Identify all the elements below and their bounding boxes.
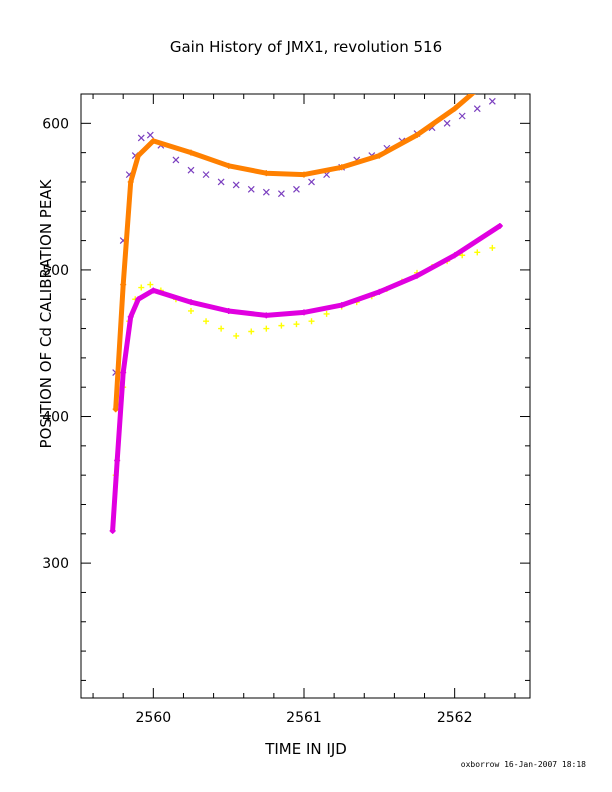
data-point (413, 272, 420, 279)
data-point (488, 97, 496, 105)
data-point (338, 302, 345, 309)
data-point (293, 185, 300, 193)
data-point (443, 119, 451, 127)
data-point (127, 313, 134, 320)
data-point (451, 252, 458, 259)
data-point (262, 188, 270, 196)
data-point (489, 73, 495, 79)
data-point (172, 156, 180, 164)
x-tick-label: 2562 (437, 710, 473, 726)
data-point (137, 134, 145, 142)
data-point (277, 190, 285, 198)
axis-ticks (81, 93, 530, 698)
data-point (233, 332, 240, 339)
data-point (218, 325, 225, 332)
x-tick-label: 2560 (136, 710, 172, 726)
y-tick-label: 500 (42, 263, 69, 279)
data-point (187, 166, 195, 174)
chart-title: Gain History of JMX1, revolution 516 (169, 38, 443, 56)
data-point (376, 288, 383, 295)
data-point (232, 181, 240, 189)
x-tick-label: 2561 (286, 710, 322, 726)
series-3 (109, 222, 503, 534)
data-point (138, 284, 145, 291)
data-point (489, 244, 496, 251)
data-point (217, 178, 225, 186)
plot-border (80, 93, 531, 699)
y-tick-label: 300 (42, 556, 69, 572)
data-point (473, 105, 481, 113)
data-point (114, 457, 121, 464)
data-point (112, 406, 119, 413)
series-0 (112, 97, 496, 376)
data-point (135, 152, 142, 159)
data-point (248, 328, 255, 335)
data-point (127, 178, 134, 185)
data-point (150, 287, 157, 294)
x-axis-label: TIME IN IJD (265, 740, 347, 758)
data-point (146, 131, 154, 139)
footer-credit: oxborrow 16-Jan-2007 18:18 (460, 760, 586, 769)
data-point (300, 309, 307, 316)
data-point (225, 162, 232, 169)
data-point (458, 112, 466, 120)
data-point (451, 105, 458, 112)
data-point (308, 178, 315, 186)
series-layer (109, 73, 503, 534)
fit-curve (110, 223, 503, 534)
data-point (135, 296, 142, 303)
data-point (496, 222, 503, 229)
data-point (225, 307, 232, 314)
series-1 (112, 244, 496, 479)
data-point (413, 132, 420, 139)
data-point (263, 325, 270, 332)
data-point (308, 318, 315, 325)
axis-tick-labels: 2560 2561 2562 300 400 500 600 (42, 116, 472, 726)
data-point (120, 369, 127, 376)
data-point (187, 299, 194, 306)
data-point (120, 281, 127, 288)
data-point (474, 249, 481, 256)
series-2 (112, 73, 495, 413)
data-point (376, 152, 383, 159)
data-point (109, 527, 116, 534)
y-tick-label: 400 (42, 410, 69, 426)
y-tick-label: 600 (42, 116, 69, 132)
plot-frame (80, 93, 531, 699)
fit-curve (113, 94, 476, 412)
data-point (202, 171, 210, 179)
data-point (263, 170, 270, 177)
data-point (323, 310, 330, 317)
data-point (203, 318, 210, 325)
y-axis-label: POSITION OF Cd CALIBRATION PEAK (37, 179, 55, 449)
data-point (150, 137, 157, 144)
data-point (338, 164, 345, 171)
data-point (187, 307, 194, 314)
data-point (293, 321, 300, 328)
data-point (187, 149, 194, 156)
data-point (300, 171, 307, 178)
data-point (147, 281, 154, 288)
data-point (278, 322, 285, 329)
data-point (263, 312, 270, 319)
data-point (247, 185, 255, 193)
